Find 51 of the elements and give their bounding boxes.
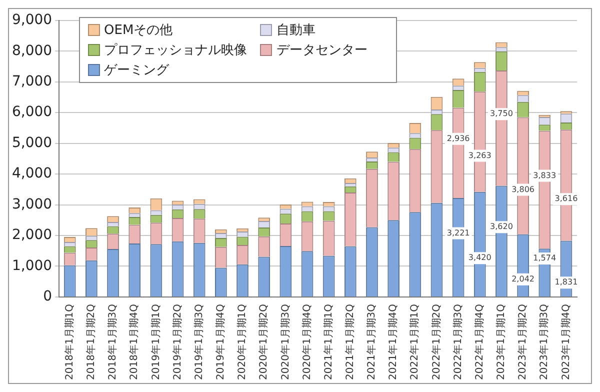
x-tick-label: 2019年1月期4Q: [214, 304, 227, 380]
data-label: 3,620: [490, 222, 513, 232]
legend-label: データセンター: [276, 42, 368, 59]
x-tick-label: 2021年1月期1Q: [322, 304, 334, 380]
data-label: 3,221: [446, 228, 470, 238]
y-tick-label: 8,000: [12, 42, 52, 59]
data-label: 3,750: [490, 109, 513, 118]
data-label: 2,936: [446, 134, 470, 143]
data-label: 2,042: [512, 274, 535, 284]
data-label: 3,806: [512, 184, 535, 194]
x-tick-label: 2022年1月期2Q: [430, 304, 442, 380]
x-tick-label: 2018年1月期4Q: [128, 304, 140, 380]
x-tick-label: 2022年1月期1Q: [408, 304, 421, 380]
legend-label: ゲーミング: [104, 62, 169, 79]
y-tick-label: 1,000: [12, 258, 52, 274]
x-tick-label: 2020年1月期1Q: [236, 304, 248, 380]
x-tick-label: 2020年1月期3Q: [279, 304, 292, 380]
y-tick-label: 7,000: [12, 73, 52, 90]
x-tick-label: 2021年1月期3Q: [366, 304, 378, 380]
y-tick-label: 5,000: [12, 134, 52, 151]
x-tick-label: 2020年1月期4Q: [300, 304, 313, 380]
y-tick-label: 4,000: [12, 166, 52, 182]
x-tick-label: 2018年1月期1Q: [63, 304, 76, 380]
x-tick-label: 2018年1月期3Q: [106, 304, 119, 380]
data-label: 1,574: [533, 254, 556, 263]
y-tick-label: 0: [43, 288, 52, 305]
y-tick-label: 9,000: [12, 12, 52, 28]
x-tick-label: 2018年1月期2Q: [85, 304, 98, 380]
x-tick-label: 2022年1月期4Q: [473, 304, 486, 380]
data-label: 3,833: [533, 170, 556, 180]
x-tick-label: 2019年1月期2Q: [171, 304, 184, 380]
x-tick-label: 2019年1月期1Q: [150, 304, 162, 380]
data-label: 3,616: [554, 194, 578, 204]
legend-label: OEMその他: [104, 22, 173, 39]
y-tick-label: 3,000: [12, 196, 52, 212]
x-tick-label: 2021年1月期4Q: [387, 304, 400, 380]
y-tick-label: 6,000: [12, 104, 52, 120]
x-tick-label: 2022年1月期3Q: [452, 304, 464, 380]
x-tick-label: 2020年1月期2Q: [258, 304, 270, 380]
y-tick-label: 2,000: [12, 227, 52, 244]
x-tick-label: 2021年1月期2Q: [344, 304, 356, 380]
legend-label: プロフェッショナル映像: [104, 42, 247, 59]
data-label: 3,420: [468, 253, 492, 262]
legend-label: 自動車: [276, 22, 316, 39]
data-label: 1,831: [554, 278, 578, 287]
x-tick-label: 2023年1月期1Q: [495, 304, 508, 380]
data-label: 3,263: [468, 150, 492, 160]
x-tick-label: 2023年1月期3Q: [538, 304, 550, 380]
x-tick-label: 2023年1月期4Q: [560, 304, 572, 380]
x-tick-label: 2023年1月期2Q: [516, 304, 529, 380]
x-tick-label: 2019年1月期3Q: [192, 304, 205, 380]
